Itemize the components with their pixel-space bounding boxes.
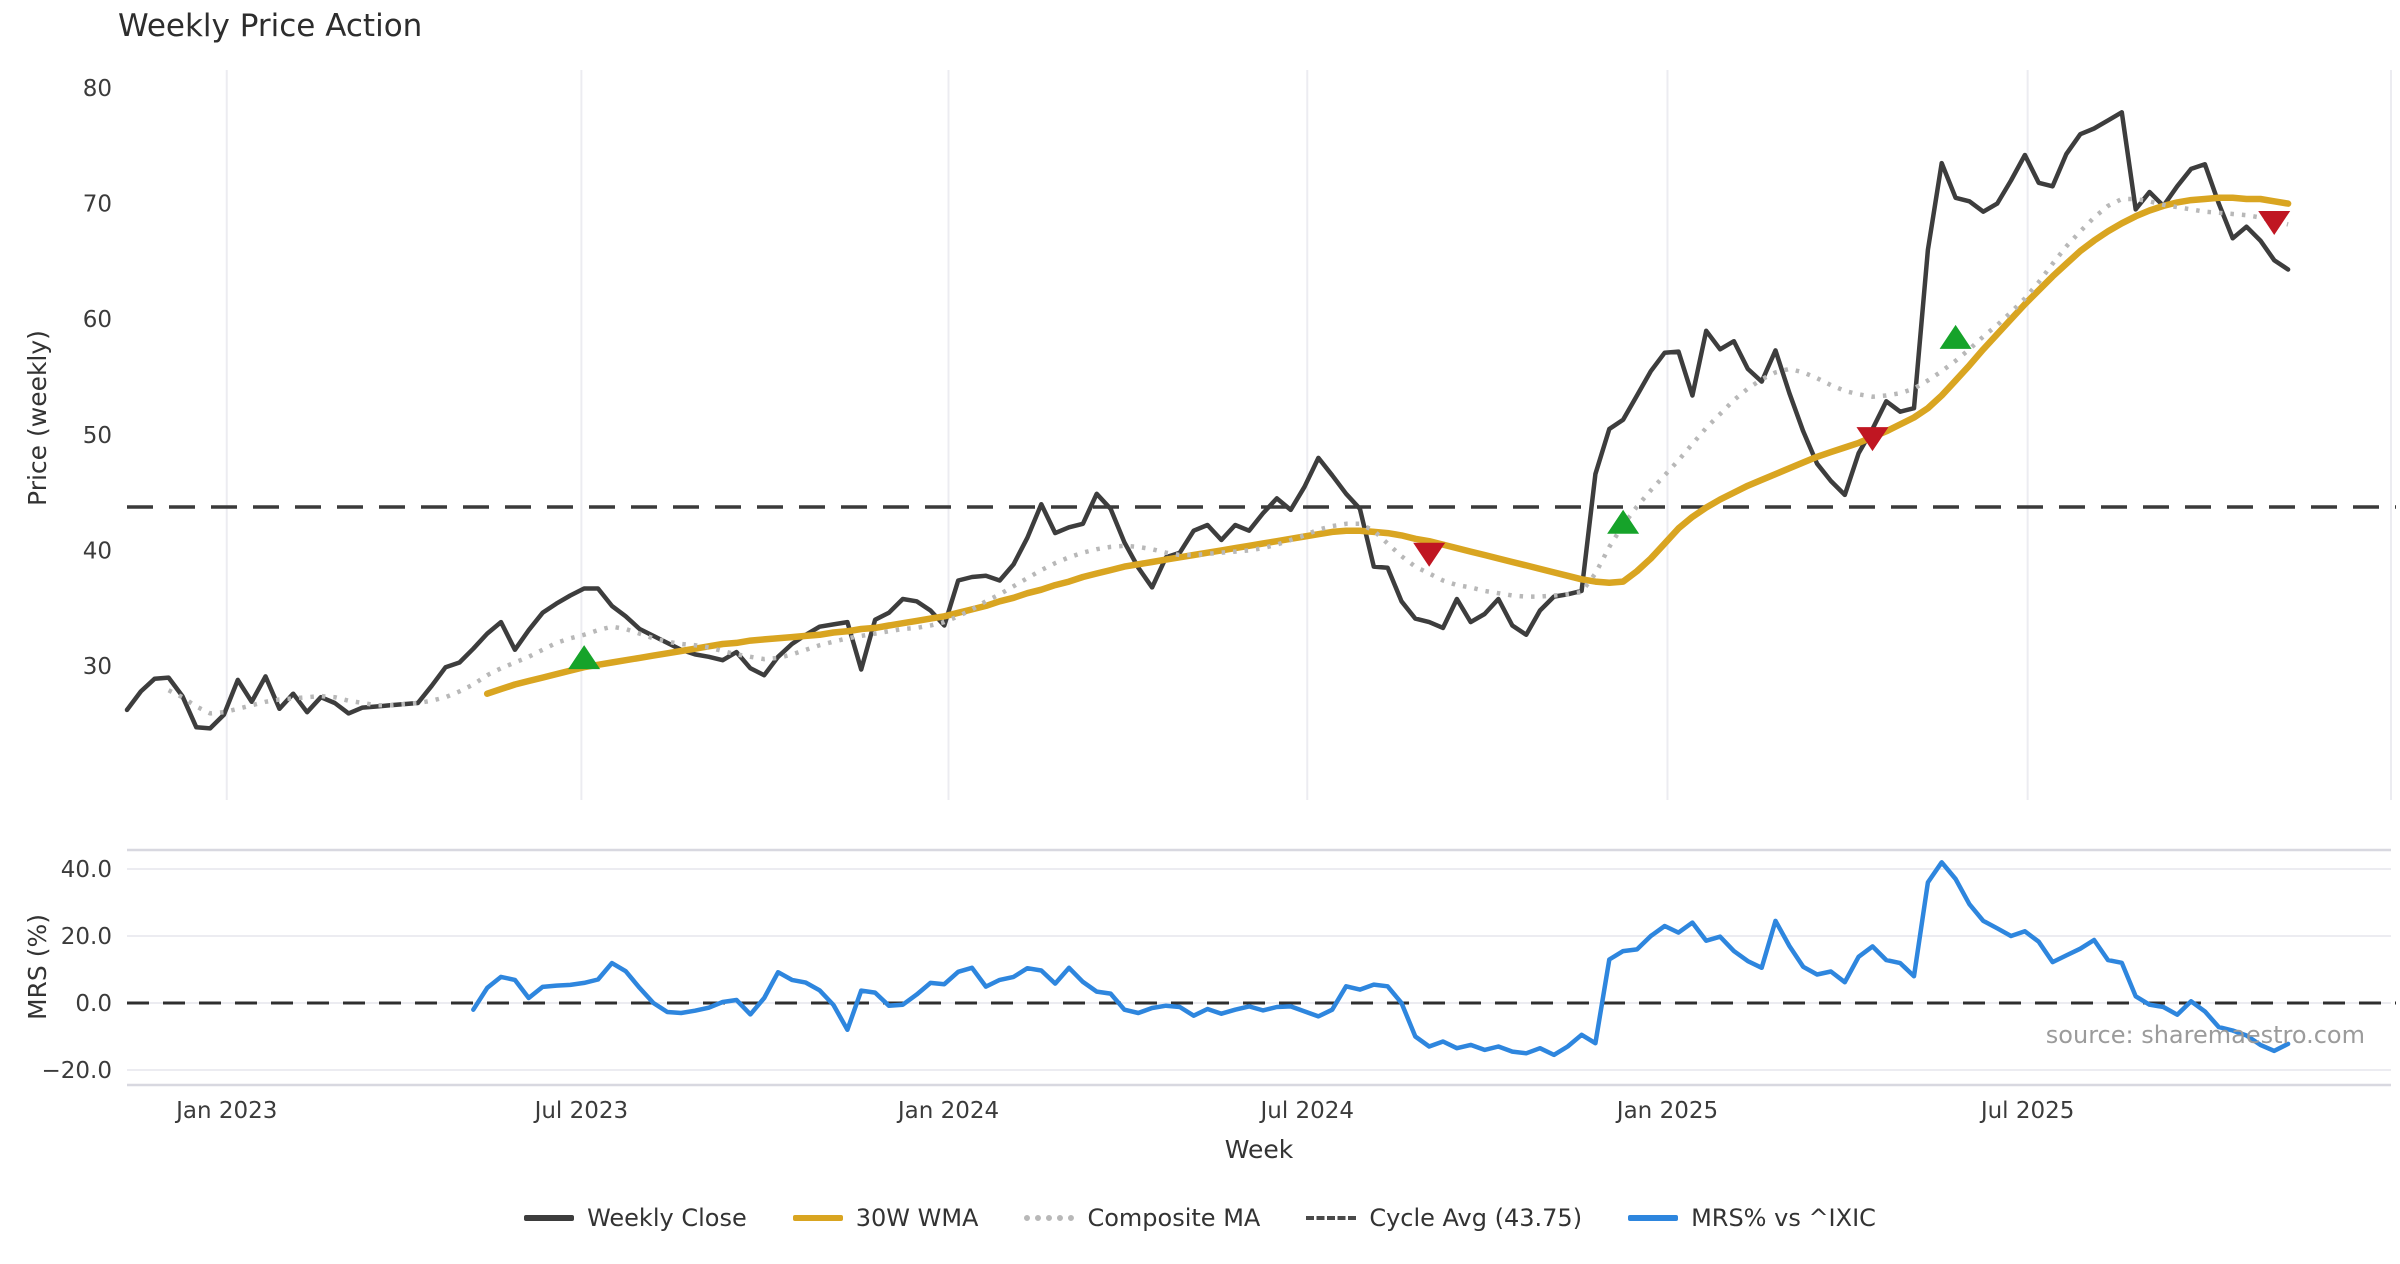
legend-label: MRS% vs ^IXIC xyxy=(1691,1204,1876,1232)
price-axis-title: Price (weekly) xyxy=(23,330,52,506)
legend-label: Cycle Avg (43.75) xyxy=(1369,1204,1583,1232)
legend-label: 30W WMA xyxy=(855,1204,979,1232)
buy-marker xyxy=(568,645,601,670)
x-tick-label: Jan 2025 xyxy=(1615,1098,1718,1124)
sell-marker xyxy=(2258,210,2291,235)
x-tick-label: Jan 2024 xyxy=(896,1098,999,1124)
series-30w-wma xyxy=(483,194,2292,697)
legend: Weekly Close 30W WMA Composite MA Cycle Avg… xyxy=(0,1204,2400,1232)
legend-item-30w-wma[interactable]: 30W WMA xyxy=(792,1204,979,1232)
mrs-axis-title: MRS (%) xyxy=(23,914,52,1020)
x-tick-label: Jul 2024 xyxy=(1258,1098,1354,1124)
legend-item-mrs-vs-ixic[interactable]: MRS% vs ^IXIC xyxy=(1628,1204,1876,1232)
legend-swatch xyxy=(792,1215,843,1221)
legend-label: Composite MA xyxy=(1087,1204,1261,1232)
x-tick-label: Jan 2023 xyxy=(174,1098,277,1124)
buy-marker xyxy=(1939,324,1972,349)
x-tick-label: Jul 2023 xyxy=(533,1098,629,1124)
price-ytick-label: 70 xyxy=(83,192,112,218)
chart-title: Weekly Price Action xyxy=(118,8,423,44)
legend-item-cycle-avg-43-75-[interactable]: Cycle Avg (43.75) xyxy=(1306,1204,1582,1232)
mrs-ytick-label: 40.0 xyxy=(61,857,112,883)
legend-swatch xyxy=(524,1215,575,1221)
buy-marker xyxy=(1607,509,1640,534)
mrs-ytick-label: 20.0 xyxy=(61,924,112,950)
x-axis-title: Week xyxy=(1225,1135,1294,1164)
legend-swatch xyxy=(1024,1215,1075,1221)
sell-marker xyxy=(1413,542,1446,567)
legend-label: Weekly Close xyxy=(587,1204,747,1232)
series-composite-ma xyxy=(167,196,2289,716)
price-ytick-label: 40 xyxy=(83,538,112,564)
sell-marker xyxy=(1856,427,1889,452)
price-ytick-label: 50 xyxy=(83,423,112,449)
price-ytick-label: 80 xyxy=(83,76,112,102)
source-note: source: sharemaestro.com xyxy=(2046,1021,2365,1049)
series-weekly-close xyxy=(124,110,2291,731)
x-tick-label: Jul 2025 xyxy=(1979,1098,2075,1124)
legend-item-composite-ma[interactable]: Composite MA xyxy=(1024,1204,1260,1232)
legend-swatch xyxy=(1306,1216,1357,1220)
mrs-ytick-label: 0.0 xyxy=(75,991,112,1017)
mrs-ytick-label: −20.0 xyxy=(42,1058,112,1084)
series-mrs-vs-ixic xyxy=(471,860,2291,1058)
legend-swatch xyxy=(1628,1215,1679,1221)
legend-item-weekly-close[interactable]: Weekly Close xyxy=(524,1204,747,1232)
price-ytick-label: 60 xyxy=(83,307,112,333)
price-ytick-label: 30 xyxy=(83,654,112,680)
